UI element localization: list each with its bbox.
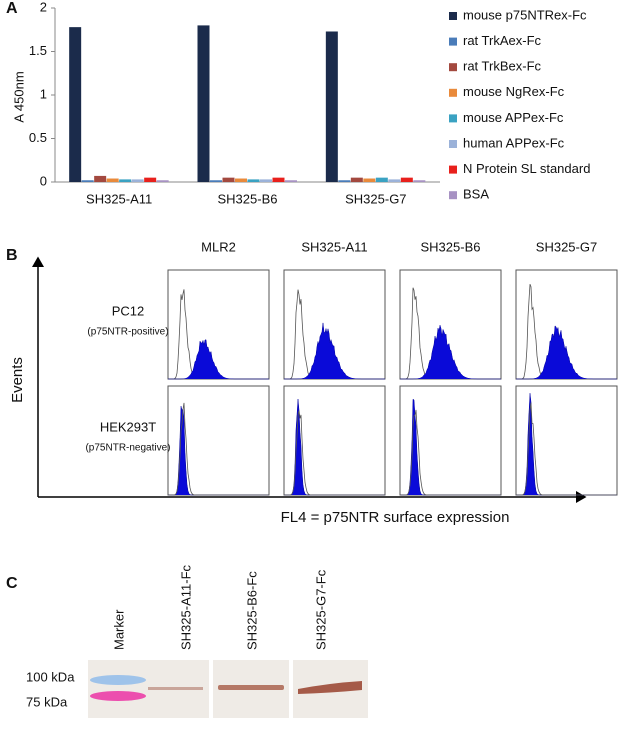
lane-label: SH325-A11-Fc — [178, 564, 193, 650]
isotype-peak — [400, 409, 501, 496]
bar — [210, 180, 222, 182]
y-tick-label: 0 — [40, 173, 47, 188]
bar — [197, 25, 210, 183]
bar — [325, 31, 338, 182]
bar — [363, 178, 376, 182]
column-label: SH325-G7 — [536, 239, 597, 254]
blot-band — [298, 681, 362, 694]
legend-swatch — [449, 165, 457, 174]
legend-swatch — [449, 191, 457, 200]
lane-label: SH325-B6-Fc — [244, 571, 259, 650]
bar — [69, 27, 82, 182]
bar — [413, 180, 426, 182]
row-note: (p75NTR-negative) — [85, 443, 170, 454]
y-tick-label: 1 — [40, 86, 47, 101]
legend-swatch — [449, 114, 457, 123]
column-label: SH325-B6 — [421, 239, 481, 254]
bar — [375, 177, 388, 182]
flow-x-label: FL4 = p75NTR surface expression — [281, 509, 510, 526]
bar — [338, 180, 351, 182]
bar — [285, 180, 297, 182]
stained-peak — [168, 406, 269, 496]
legend-swatch — [449, 88, 457, 97]
flow-y-label: Events — [9, 357, 26, 403]
row-note: (p75NTR-positive) — [87, 327, 168, 338]
legend-label: mouse NgRex-Fc — [463, 84, 565, 99]
legend-label: rat TrkBex-Fc — [463, 59, 542, 74]
isotype-peak — [284, 410, 385, 496]
bar — [400, 177, 413, 182]
legend-label: rat TrkAex-Fc — [463, 33, 542, 48]
stained-peak — [168, 339, 269, 380]
blot-gap — [289, 660, 293, 718]
bar — [350, 177, 363, 182]
bar — [94, 175, 107, 182]
row-label: HEK293T — [100, 419, 156, 434]
blot-band — [218, 685, 284, 690]
column-label: SH325-A11 — [301, 239, 367, 254]
y-axis-label: A 450nm — [11, 71, 26, 122]
x-tick-label: SH325-A11 — [86, 191, 152, 206]
panel-label: C — [6, 575, 18, 592]
bar — [144, 177, 157, 182]
bar — [81, 180, 94, 182]
blot-gap — [209, 660, 213, 718]
bar — [156, 180, 169, 182]
bar — [272, 177, 285, 182]
legend-label: mouse p75NTRex-Fc — [463, 7, 587, 22]
marker-size: 75 kDa — [26, 694, 68, 709]
isotype-peak — [516, 402, 617, 496]
panel-label: B — [6, 247, 18, 264]
panel-label: A — [6, 0, 18, 17]
marker-band — [90, 675, 146, 685]
legend-swatch — [449, 37, 457, 46]
x-tick-label: SH325-B6 — [218, 191, 278, 206]
bar — [119, 179, 132, 182]
marker-size: 100 kDa — [26, 669, 75, 684]
legend-swatch — [449, 140, 457, 148]
y-tick-label: 2 — [40, 0, 47, 14]
bar — [247, 179, 260, 182]
bar — [235, 178, 247, 182]
lane-label: Marker — [111, 609, 126, 650]
x-tick-label: SH325-G7 — [345, 191, 406, 206]
isotype-peak — [168, 402, 269, 496]
isotype-peak — [168, 289, 269, 380]
blot-band — [148, 687, 203, 690]
legend-label: human APPex-Fc — [463, 135, 565, 150]
lane-label: SH325-G7-Fc — [313, 569, 328, 650]
stained-peak — [516, 325, 617, 380]
histogram-frame — [167, 269, 270, 380]
legend-swatch — [449, 12, 457, 20]
bar — [388, 179, 401, 182]
column-label: MLR2 — [201, 239, 236, 254]
y-tick-label: 1.5 — [29, 43, 47, 58]
bar — [106, 178, 119, 182]
legend-label: N Protein SL standard — [463, 161, 590, 176]
legend-swatch — [449, 63, 457, 72]
bar — [260, 179, 272, 182]
legend-label: BSA — [463, 187, 489, 202]
bar — [131, 179, 144, 182]
stained-peak — [284, 322, 385, 380]
row-label: PC12 — [112, 303, 145, 318]
marker-band — [90, 691, 146, 701]
legend-label: mouse APPex-Fc — [463, 110, 564, 125]
y-tick-label: 0.5 — [29, 130, 47, 145]
stained-peak — [400, 325, 501, 380]
bar — [222, 177, 235, 182]
